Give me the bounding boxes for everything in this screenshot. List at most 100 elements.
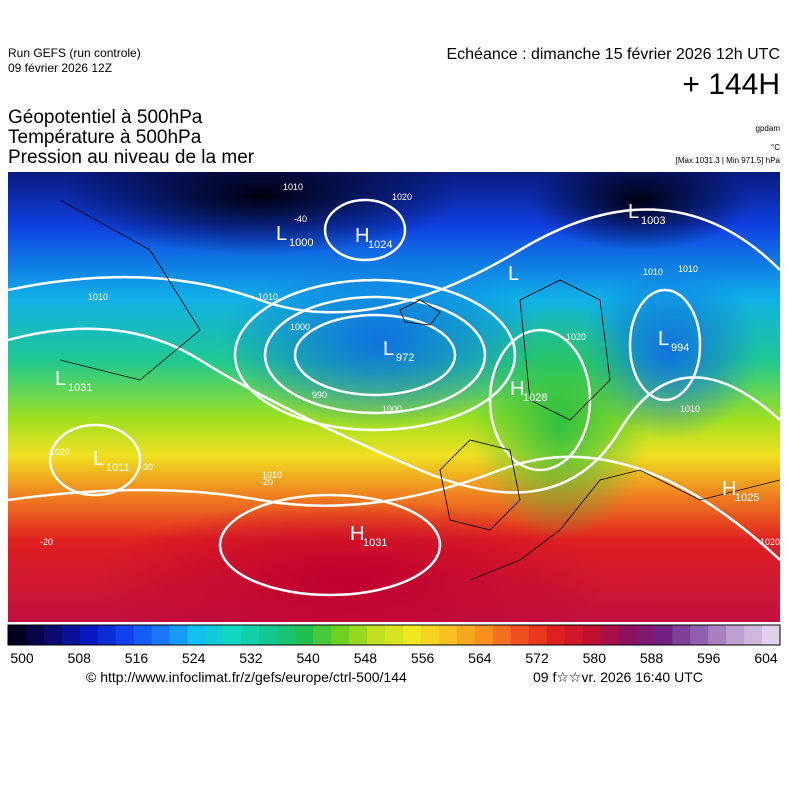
contour-label: -20 xyxy=(40,537,53,547)
center-letter: L xyxy=(276,223,287,245)
colorbar-swatch xyxy=(169,625,189,645)
colorbar-swatch xyxy=(618,625,637,645)
colorbar-swatch xyxy=(223,625,242,645)
colorbar-swatch xyxy=(654,625,673,645)
contour-label: 1010 xyxy=(88,292,108,302)
colorbar-label: 604 xyxy=(754,650,778,666)
field: Géopotentiel à 500hPa xyxy=(8,107,203,128)
center-letter: L xyxy=(658,328,669,350)
colorbar-swatch xyxy=(61,625,81,645)
center-value: 1025 xyxy=(735,492,759,504)
contour-label: -30 xyxy=(140,462,153,472)
colorbar-swatch xyxy=(115,625,135,645)
unit: [Max 1031.3 | Min 971.5] hPa xyxy=(675,156,780,165)
colorbar-swatch xyxy=(259,625,278,645)
colorbar-swatch xyxy=(313,625,332,645)
colorbar-swatch xyxy=(277,625,296,645)
valid-time: Echéance : dimanche 15 février 2026 12h … xyxy=(446,46,780,63)
contour-label: 1020 xyxy=(760,537,780,547)
colorbar-swatch xyxy=(420,625,440,645)
colorbar-label: 524 xyxy=(182,650,206,666)
unit: gpdam xyxy=(755,124,780,133)
colorbar-label: 532 xyxy=(239,650,263,666)
contour-label: 1010 xyxy=(643,267,663,277)
center-value: 994 xyxy=(671,342,689,354)
center-letter: L xyxy=(55,368,66,390)
colorbar-swatch xyxy=(492,625,512,645)
center-letter: L xyxy=(383,338,394,360)
colorbar-swatch xyxy=(331,625,350,645)
colorbar-swatch xyxy=(205,625,224,645)
colorbar-swatch xyxy=(97,625,117,645)
center-letter: H xyxy=(350,523,364,545)
colorbar-swatch xyxy=(474,625,494,645)
center-value: 1024 xyxy=(368,239,392,251)
center-value: 1031 xyxy=(363,537,387,549)
colorbar-swatch xyxy=(762,625,781,645)
colorbar-swatch xyxy=(79,625,99,645)
colorbar-swatch xyxy=(708,625,727,645)
contour-label: 1010 xyxy=(680,404,700,414)
center-value: 1003 xyxy=(641,215,665,227)
field: Pression au niveau de la mer xyxy=(8,147,255,168)
colorbar-swatch xyxy=(528,625,548,645)
contour-label: 1020 xyxy=(566,332,586,342)
colorbar-swatch xyxy=(25,625,45,645)
contour-label: -20 xyxy=(260,477,273,487)
contour-label: 1010 xyxy=(678,264,698,274)
center-letter: L xyxy=(508,263,519,285)
lead-time: + 144H xyxy=(682,68,780,101)
colorbar-swatch xyxy=(636,625,655,645)
colorbar-swatch xyxy=(690,625,709,645)
colorbar-label: 596 xyxy=(697,650,721,666)
colorbar-swatch xyxy=(385,625,404,645)
center-value: 972 xyxy=(396,352,414,364)
field: Température à 500hPa xyxy=(8,127,202,148)
run: Run GEFS (run controle) xyxy=(8,46,141,60)
colorbar-label: 516 xyxy=(125,650,149,666)
contour-label: 1000 xyxy=(290,322,310,332)
colorbar-swatch xyxy=(349,625,368,645)
colorbar-swatch xyxy=(564,625,584,645)
timestamp: 09 f☆☆vr. 2026 16:40 UTC xyxy=(533,669,703,685)
center-letter: H xyxy=(722,478,736,500)
colorbar-swatch xyxy=(187,625,206,645)
colorbar-swatch xyxy=(744,625,763,645)
colorbar-swatch xyxy=(456,625,476,645)
source-url: © http://www.infoclimat.fr/z/gefs/europe… xyxy=(86,669,407,685)
colorbar-label: 508 xyxy=(68,650,92,666)
unit: °C xyxy=(771,143,780,152)
colorbar-label: 540 xyxy=(296,650,320,666)
center-letter: L xyxy=(628,201,639,223)
colorbar-swatch xyxy=(43,625,63,645)
colorbar-label: 556 xyxy=(411,650,435,666)
colorbar-swatch xyxy=(582,625,601,645)
center-value: 1000 xyxy=(289,237,313,249)
colorbar-label: 500 xyxy=(10,650,34,666)
colorbar-swatch xyxy=(367,625,386,645)
colorbar-label: 580 xyxy=(583,650,607,666)
run-date: 09 février 2026 12Z xyxy=(8,61,113,75)
contour-label: 1010 xyxy=(283,182,303,192)
colorbar-label: 564 xyxy=(468,650,492,666)
colorbar-swatch xyxy=(151,625,171,645)
colorbar-swatch xyxy=(438,625,458,645)
contour-label: 990 xyxy=(312,390,327,400)
colorbar-swatch xyxy=(402,625,422,645)
contour-label: 1010 xyxy=(262,470,282,480)
colorbar-swatch xyxy=(295,625,314,645)
colorbar-swatch xyxy=(510,625,530,645)
colorbar-frame xyxy=(7,624,781,646)
center-value: 1031 xyxy=(68,382,92,394)
contour-label: 1010 xyxy=(258,292,278,302)
colorbar-label: 548 xyxy=(354,650,378,666)
contour-label: 1000 xyxy=(382,404,402,414)
colorbar-swatch xyxy=(8,625,27,645)
colorbar-swatch xyxy=(241,625,260,645)
colorbar-swatch xyxy=(672,625,691,645)
colorbar-swatch xyxy=(133,625,153,645)
contour-label: 1020 xyxy=(50,447,70,457)
center-letter: H xyxy=(355,225,369,247)
